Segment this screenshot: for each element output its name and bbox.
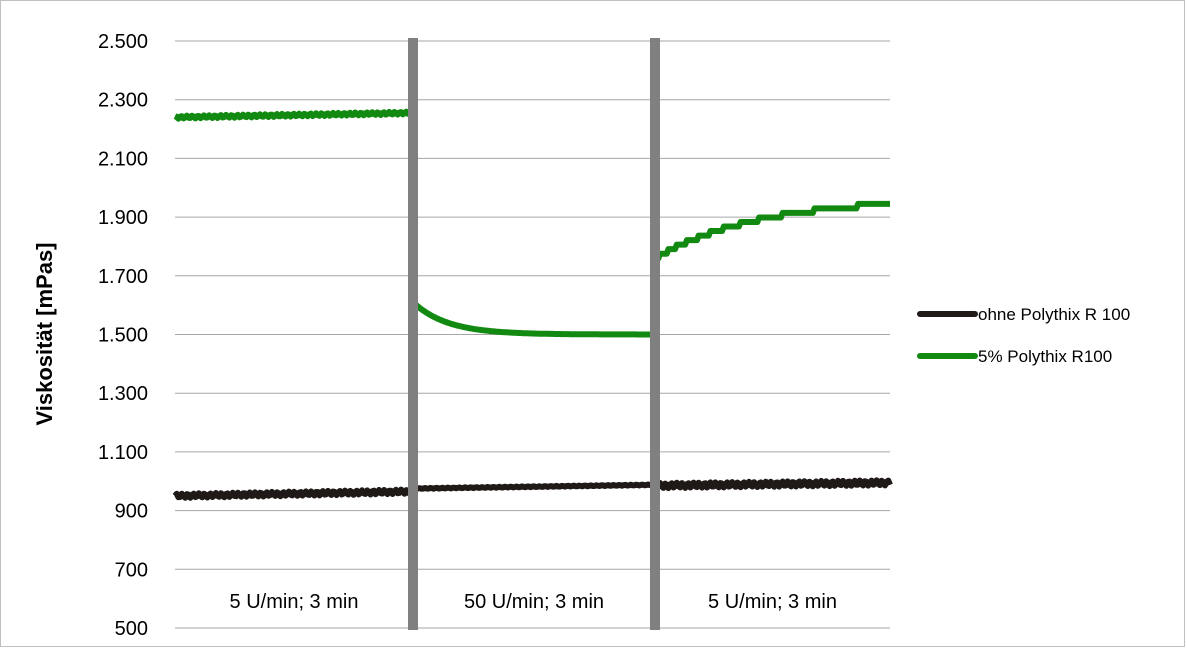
segment-label: 50 U/min; 3 min (464, 591, 604, 613)
y-tick-labels: 500 700 900 1.100 1.300 1.500 1.700 1.900 2.100 2… (98, 31, 148, 640)
y-tick-label: 2.500 (98, 31, 148, 53)
y-tick-label: 1.900 (98, 207, 148, 229)
series-line (172, 486, 415, 501)
series-line (410, 300, 657, 338)
y-tick-label: 1.700 (98, 266, 148, 288)
y-tick-label: 1.100 (98, 442, 148, 464)
y-tick-label: 2.300 (98, 90, 148, 112)
segment-label: 5 U/min; 3 min (708, 591, 837, 613)
segment-labels: 5 U/min; 3 min 50 U/min; 3 min 5 U/min; 3 … (230, 591, 837, 613)
y-tick-label: 1.500 (98, 325, 148, 347)
series-lines (172, 108, 893, 501)
series-line (411, 481, 657, 492)
y-tick-label: 1.300 (98, 383, 148, 405)
y-tick-label: 2.100 (98, 148, 148, 170)
series-line (173, 108, 415, 122)
y-axis-label: Viskosität [mPas] (32, 242, 57, 425)
y-tick-label: 500 (115, 618, 148, 640)
y-tick-label: 900 (115, 501, 148, 523)
legend-label: 5% Polythix R100 (978, 347, 1112, 366)
y-tick-label: 700 (115, 559, 148, 581)
series-line (653, 200, 892, 262)
legend-label: ohne Polythix R 100 (978, 305, 1130, 324)
segment-dividers (408, 38, 660, 630)
legend: ohne Polythix R 100 5% Polythix R100 (917, 305, 1130, 366)
gridlines (175, 40, 890, 629)
segment-label: 5 U/min; 3 min (230, 591, 359, 613)
series-line (652, 477, 893, 492)
